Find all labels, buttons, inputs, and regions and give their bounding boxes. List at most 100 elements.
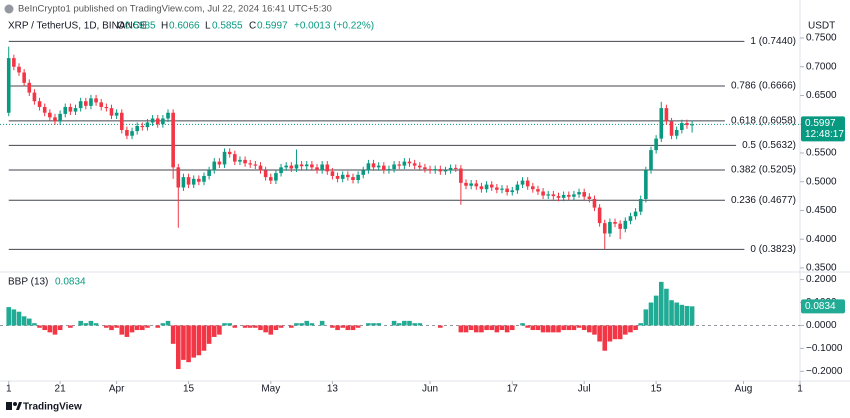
logo-mark	[6, 402, 12, 410]
indicator-bar	[525, 325, 530, 328]
candle-body	[438, 169, 443, 172]
candle-body	[73, 108, 78, 112]
candle-body	[623, 220, 628, 229]
candle-body	[263, 170, 268, 178]
indicator-bar	[309, 323, 315, 326]
logo-mark	[13, 402, 17, 406]
indicator-bar	[638, 323, 644, 326]
ohlc-label: O	[117, 21, 125, 32]
y-tick-label: 0.4500	[806, 205, 837, 216]
candle-body	[176, 167, 181, 188]
indicator-bar	[227, 323, 232, 326]
candle-body	[197, 178, 201, 182]
y-tick-label: 0.7000	[806, 61, 837, 72]
indicator-bar	[299, 323, 304, 326]
indicator-bar	[289, 325, 294, 328]
indicator-bar	[129, 325, 135, 333]
indicator-title: BBP (13)	[8, 277, 48, 288]
x-tick-label: Jul	[578, 384, 591, 395]
candle-body	[294, 164, 299, 169]
candle-body	[258, 165, 263, 171]
indicator-bar	[535, 325, 541, 331]
indicator-bar	[438, 325, 443, 328]
candle-body	[274, 173, 278, 181]
indicator-bar	[597, 325, 602, 342]
candle-body	[222, 151, 227, 165]
candle-body	[382, 165, 386, 171]
candle-body	[145, 122, 150, 128]
candle-body	[212, 161, 217, 171]
indicator-bar	[330, 325, 335, 328]
candle-body	[48, 112, 52, 118]
indicator-bar	[402, 320, 407, 326]
candle-body	[680, 123, 684, 130]
candle-body	[99, 102, 104, 107]
fib-label: 0.382 (0.5205)	[731, 165, 796, 176]
brand: TradingView	[23, 402, 82, 413]
y-tick-label: −0.1000	[806, 343, 843, 354]
candle-body	[618, 223, 622, 229]
indicator-bar	[499, 325, 505, 331]
indicator-bar	[335, 325, 340, 331]
indicator-bar	[11, 309, 17, 326]
candle-body	[315, 167, 319, 171]
candle-body	[587, 196, 592, 199]
indicator-bar	[407, 320, 412, 326]
candle-body	[453, 167, 458, 169]
indicator-bar	[268, 325, 274, 335]
candle-body	[556, 196, 561, 198]
indicator-bar	[391, 320, 397, 326]
indicator-bar	[628, 325, 633, 333]
candle-body	[659, 108, 664, 139]
indicator-bar	[633, 325, 638, 331]
fib-label: 0.618 (0.6058)	[731, 116, 796, 127]
candle-body	[474, 183, 479, 187]
indicator-bar	[545, 325, 551, 333]
candle-body	[89, 98, 93, 106]
candle-body	[227, 151, 232, 155]
x-tick-label: 21	[55, 384, 67, 395]
candle-body	[433, 169, 437, 171]
x-tick-label: 1	[6, 384, 12, 395]
candle-body	[78, 101, 83, 109]
candle-body	[22, 72, 26, 83]
candle-body	[448, 167, 453, 171]
indicator-bar	[587, 325, 592, 333]
candle-body	[135, 125, 139, 132]
indicator-bar	[479, 325, 484, 333]
indicator-bar	[278, 325, 284, 328]
indicator-bar	[602, 325, 608, 351]
candle-body	[150, 118, 155, 123]
candle-body	[68, 106, 73, 112]
ohlc-value: 0.5985	[125, 21, 156, 32]
candle-body	[340, 174, 345, 179]
x-tick-label: May	[261, 384, 280, 395]
candle-body	[155, 118, 160, 125]
indicator-bar	[42, 325, 48, 331]
ohlc-value: 0.5855	[212, 21, 243, 32]
x-tick-label: 13	[327, 384, 339, 395]
indicator-bar	[412, 323, 417, 326]
indicator-bar	[581, 325, 587, 331]
ohlc-value: 0.5997	[257, 21, 288, 32]
candle-body	[525, 180, 530, 187]
candle-body	[361, 170, 366, 175]
logo-mark	[16, 402, 22, 410]
ohlc-label: L	[205, 21, 211, 32]
y-tick-label: 0.7500	[806, 33, 837, 44]
indicator-box	[801, 299, 845, 314]
ohlc-value: 0.6066	[169, 21, 200, 32]
candle-body	[515, 184, 520, 191]
candle-body	[407, 161, 412, 164]
fib-label: 0.786 (0.6666)	[731, 81, 796, 92]
indicator-bar	[211, 325, 217, 337]
candle-body	[536, 189, 540, 192]
y-tick-label: 0.5000	[806, 176, 837, 187]
candle-body	[84, 101, 88, 106]
candle-body	[628, 216, 633, 221]
candle-body	[243, 159, 247, 164]
candle-body	[63, 106, 68, 114]
candle-body	[248, 163, 253, 165]
indicator-bar	[689, 306, 695, 326]
